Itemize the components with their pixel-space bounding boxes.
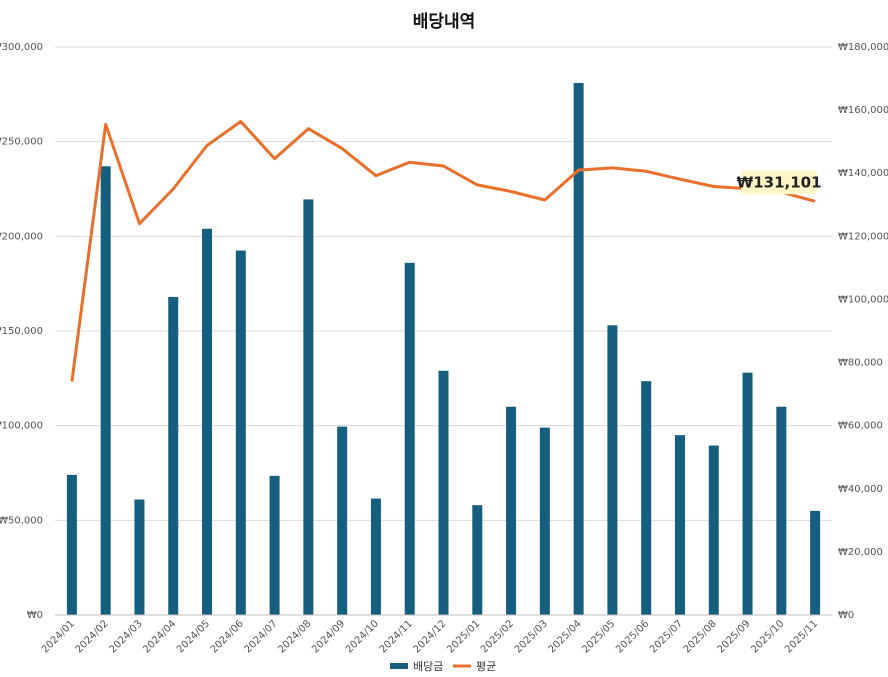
average-line [70, 120, 816, 382]
line-series [70, 120, 816, 382]
x-tick-label: 2024/10 [344, 618, 381, 655]
bar [134, 499, 145, 615]
x-tick-label: 2025/08 [682, 618, 719, 655]
x-axis: 2024/012024/022024/032024/042024/052024/… [40, 614, 832, 655]
right-tick-label: ₩140,000 [838, 168, 888, 179]
right-tick-label: ₩160,000 [838, 105, 888, 116]
x-tick-label: 2025/05 [580, 618, 617, 655]
bar-series [66, 82, 821, 616]
callout-box [741, 170, 818, 195]
bar [810, 510, 821, 615]
x-tick-label: 2025/07 [648, 618, 685, 655]
x-tick-label: 2024/01 [40, 618, 77, 655]
x-tick-label: 2025/06 [614, 618, 651, 655]
x-tick-label: 2025/02 [479, 618, 516, 655]
x-tick-label: 2024/09 [310, 618, 347, 655]
bar [337, 426, 348, 615]
left-tick-label: ₩100,000 [0, 421, 43, 432]
right-tick-label: ₩20,000 [838, 547, 883, 558]
x-tick-label: 2025/09 [716, 618, 753, 655]
right-tick-label: ₩0 [838, 610, 854, 621]
x-tick-label: 2024/05 [175, 618, 212, 655]
legend-swatch-bar [390, 663, 408, 669]
x-tick-label: 2025/01 [445, 618, 482, 655]
x-tick-label: 2024/06 [209, 618, 246, 655]
x-tick-label: 2024/08 [276, 618, 313, 655]
chart-title: 배당내역 [413, 12, 476, 32]
x-tick-label: 2025/04 [547, 618, 584, 655]
left-axis: ₩0 ₩50,000 ₩100,000 ₩150,000 ₩200,000 ₩250,00… [0, 42, 43, 621]
right-tick-label: ₩180,000 [838, 42, 888, 53]
x-tick-label: 2024/02 [74, 618, 111, 655]
x-tick-label: 2024/11 [378, 618, 415, 655]
bar [303, 199, 314, 615]
left-tick-label: ₩200,000 [0, 231, 43, 242]
x-tick-label: 2024/12 [411, 618, 448, 655]
callout-label: ₩131,101 [737, 173, 822, 191]
bar [573, 82, 584, 616]
bar [472, 505, 483, 615]
bar [641, 381, 652, 615]
bar [708, 445, 719, 615]
legend-label-dividend: 배당금 [413, 660, 443, 673]
left-tick-label: ₩250,000 [0, 137, 43, 148]
bar [674, 435, 685, 615]
right-tick-label: ₩120,000 [838, 231, 888, 242]
bar [539, 427, 550, 615]
left-tick-label: ₩300,000 [0, 42, 43, 53]
bar [607, 325, 618, 615]
bar [66, 474, 77, 615]
bar [168, 296, 179, 615]
right-tick-label: ₩40,000 [838, 484, 883, 495]
x-tick-label: 2025/11 [783, 618, 820, 655]
x-tick-label: 2024/07 [243, 618, 280, 655]
bar [742, 372, 753, 615]
legend-label-average: 평균 [476, 660, 496, 673]
callout: ₩131,101 [737, 170, 822, 195]
right-tick-label: ₩100,000 [838, 294, 888, 305]
x-tick-label: 2025/10 [749, 618, 786, 655]
bar [776, 406, 787, 615]
bar [438, 370, 449, 615]
right-axis: ₩0 ₩20,000 ₩40,000 ₩60,000 ₩80,000 ₩100,000 ₩1… [838, 42, 888, 621]
x-tick-label: 2024/03 [107, 618, 144, 655]
bar [202, 228, 213, 615]
bar [506, 406, 517, 615]
bar [100, 166, 111, 615]
bar [235, 250, 246, 616]
legend: 배당금 평균 [390, 660, 496, 673]
x-tick-label: 2025/03 [513, 618, 550, 655]
left-tick-label: ₩0 [27, 610, 43, 621]
right-tick-label: ₩80,000 [838, 358, 883, 369]
left-tick-label: ₩50,000 [0, 515, 43, 526]
x-tick-label: 2024/04 [141, 618, 178, 655]
bar [404, 262, 415, 615]
right-tick-label: ₩60,000 [838, 421, 883, 432]
left-tick-label: ₩150,000 [0, 326, 43, 337]
bar [269, 475, 280, 615]
bar [370, 498, 381, 615]
